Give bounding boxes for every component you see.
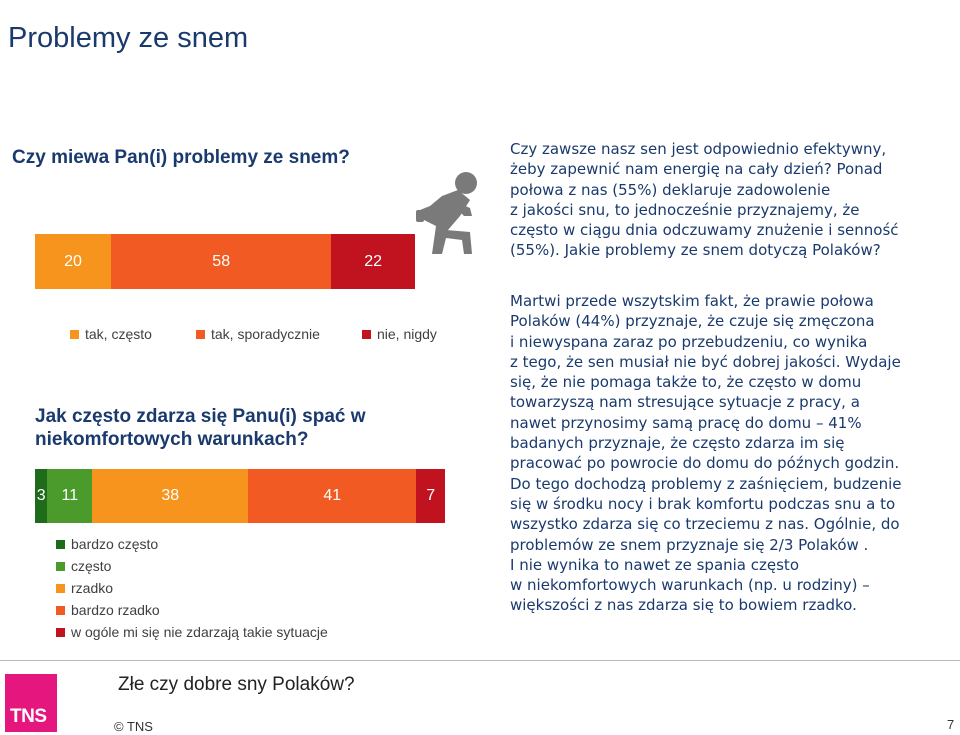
paragraph-line: z jakości snu, to jednocześnie przyznaje… <box>510 200 860 219</box>
legend-swatch <box>56 605 65 615</box>
legend-swatch <box>362 329 371 339</box>
footer-question: Złe czy dobre sny Polaków? <box>118 674 355 695</box>
legend-label: często <box>71 558 112 574</box>
paragraph-line: I nie wynika to nawet ze spania często <box>510 555 799 574</box>
bar-segment-3: 22 <box>331 234 415 289</box>
page-title: Problemy ze snem <box>8 22 249 54</box>
bar-segment-1: 20 <box>35 234 111 289</box>
legend-label: rzadko <box>71 580 114 596</box>
legend-item-4: bardzo rzadko <box>56 602 160 618</box>
legend-swatch <box>56 627 65 637</box>
paragraph-line: żeby zapewnić nam energię na cały dzień?… <box>510 160 883 179</box>
paragraph-line: nawet przynosimy samą pracę do domu – 41… <box>510 413 862 432</box>
legend-item-5: w ogóle mi się nie zdarzają takie sytuac… <box>56 624 328 640</box>
bar-segment-3: 38 <box>92 469 249 523</box>
paragraph-line: i niewyspana zaraz po przebudzeniu, co w… <box>510 332 868 351</box>
legend-label: bardzo często <box>71 536 159 552</box>
legend-label: bardzo rzadko <box>71 602 160 618</box>
copyright: © TNS <box>114 719 153 734</box>
paragraph-line: z tego, że sen musiał nie być dobrej jak… <box>510 352 901 371</box>
paragraph-line: Do tego dochodzą problemy z zaśnięciem, … <box>510 474 902 493</box>
paragraph-line: się, że nie pomaga także to, że często w… <box>510 373 862 392</box>
chart-sleep-problems: 20 58 22 <box>35 234 415 289</box>
legend-swatch <box>70 329 79 339</box>
chart-sleep-problems-legend: tak, często tak, sporadycznie nie, nigdy <box>70 326 450 346</box>
main-paragraph: Martwi przede wszytskim fakt, że prawie … <box>510 291 960 616</box>
paragraph-line: problemów ze snem przyznaje się 2/3 Pola… <box>510 535 869 554</box>
legend-swatch <box>56 561 65 571</box>
legend-swatch <box>56 583 65 593</box>
legend-label: tak, sporadycznie <box>211 326 320 342</box>
bar-segment-1: 3 <box>35 469 48 523</box>
paragraph-line: wszystko zdarza się co trzeciemu z nas. … <box>510 515 900 534</box>
paragraph-line: pracować po powrocie do domu do późnych … <box>510 454 900 473</box>
footer-divider <box>0 660 960 661</box>
paragraph-line: się w środku nocy i brak komfortu podcza… <box>510 494 896 513</box>
question-1: Czy miewa Pan(i) problemy ze snem? <box>12 147 350 168</box>
legend-item-3: rzadko <box>56 580 113 596</box>
legend-label: tak, często <box>85 326 152 342</box>
legend-swatch <box>56 539 65 549</box>
paragraph-line: Martwi przede wszytskim fakt, że prawie … <box>510 292 874 310</box>
thinking-person-icon <box>416 172 477 254</box>
legend-swatch <box>196 329 205 339</box>
legend-item-2: często <box>56 558 111 574</box>
legend-item-3: nie, nigdy <box>362 326 437 342</box>
legend-label: w ogóle mi się nie zdarzają takie sytuac… <box>71 624 328 640</box>
paragraph-line: połowa z nas (55%) deklaruje zadowolenie <box>510 180 831 199</box>
legend-label: nie, nigdy <box>377 326 437 342</box>
paragraph-line: Polaków (44%) przyznaje, że czuje się zm… <box>510 312 875 331</box>
chart-uncomfortable-conditions: 3 11 38 41 7 <box>35 469 445 523</box>
tns-logo: TNS <box>5 674 57 732</box>
intro-paragraph: Czy zawsze nasz sen jest odpowiednio efe… <box>510 139 960 261</box>
paragraph-line: większości z nas zdarza się to bowiem rz… <box>510 596 857 615</box>
bar-segment-2: 11 <box>47 469 93 523</box>
chart-uncomfortable-conditions-legend: bardzo często często rzadko bardzo rzadko w … <box>56 536 386 646</box>
paragraph-line: (55%). Jakie problemy ze snem dotyczą Po… <box>510 241 881 260</box>
paragraph-line: badanych przyznaje, że często zdarza im … <box>510 434 845 453</box>
paragraph-line: często w ciągu dnia odczuwamy znużenie i… <box>510 221 899 240</box>
paragraph-line: w niekomfortowych warunkach (np. u rodzi… <box>510 576 870 595</box>
legend-item-1: tak, często <box>70 326 152 342</box>
paragraph-line: Czy zawsze nasz sen jest odpowiednio efe… <box>510 140 887 158</box>
bar-segment-5: 7 <box>416 469 445 523</box>
legend-item-1: bardzo często <box>56 536 158 552</box>
bar-segment-4: 41 <box>248 469 417 523</box>
page-number: 7 <box>947 717 955 732</box>
bar-segment-2: 58 <box>111 234 332 289</box>
legend-item-2: tak, sporadycznie <box>196 326 320 342</box>
question-2: Jak często zdarza się Panu(i) spać w nie… <box>35 406 366 450</box>
paragraph-line: towarzyszą nam stresujące sytuacje z pra… <box>510 393 860 412</box>
